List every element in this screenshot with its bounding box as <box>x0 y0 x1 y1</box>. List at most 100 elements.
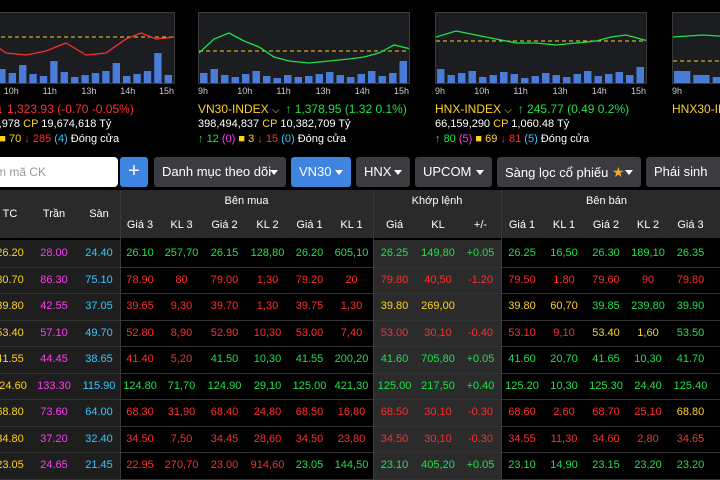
column-header[interactable]: Giá 3 <box>126 219 154 231</box>
column-header[interactable]: KL 1 <box>552 219 576 231</box>
row-divider <box>0 266 720 268</box>
square-icon: ■ <box>0 133 6 145</box>
table-cell: 26.35 <box>676 247 705 259</box>
column-header[interactable]: KL 2 <box>256 219 279 231</box>
table-row[interactable]: 53.40 57.10 49.70 52.80 8,90 52.90 10,30 53.00 7… <box>0 320 720 347</box>
floor-count: (4) <box>54 133 68 145</box>
stock-filter-label: Sàng lọc cổ phiếu <box>505 165 609 180</box>
volume-bar <box>615 72 623 83</box>
table-row[interactable]: 34.80 37.20 32.40 34.50 7,50 34.45 28,60 34.50 2… <box>0 426 720 453</box>
index-panel-vnindex[interactable]: 9h10h11h13h14h15hEX ⌵ ↓ 1,323.93 (-0.70 … <box>0 0 175 150</box>
tab-upcom-label: UPCOM <box>423 164 472 179</box>
volume-bar <box>531 76 539 83</box>
volume-bar <box>563 77 571 83</box>
arrow-down-icon: ↓ <box>257 133 263 145</box>
add-stock-button[interactable]: + <box>120 157 148 187</box>
table-row[interactable]: 80.70 86.30 75.10 78.90 80 79.00 1,30 79.20 20 79… <box>0 267 720 294</box>
volume-bar <box>636 67 644 83</box>
chevron-down-icon: ⌵ <box>504 105 512 116</box>
ceiling-count: (0) <box>221 133 236 145</box>
arrow-down-icon: ↓ <box>0 102 4 116</box>
volume-bar <box>8 73 16 83</box>
volume-bar <box>0 69 6 83</box>
table-cell: 16,50 <box>550 247 578 259</box>
index-panel-hnx30-in[interactable]: 9h HNX30-IN <box>672 0 720 150</box>
volume-bar <box>674 71 691 83</box>
table-cell: 86.30 <box>40 273 68 286</box>
table-cell: 80.70 <box>0 273 24 286</box>
volume-bar <box>123 76 131 83</box>
tab-upcom[interactable]: UPCOM <box>415 157 492 187</box>
table-cell: 7,40 <box>340 326 363 339</box>
chevron-down-icon: ⌵ <box>272 105 280 116</box>
volume-bar <box>521 78 529 83</box>
column-header[interactable]: TC <box>2 208 18 220</box>
stock-filter-button[interactable]: Sàng lọc cổ phiếu ★ <box>497 157 641 187</box>
table-row[interactable]: 41.55 44.45 38.65 41.40 5,20 41.50 10,30 41.55 2… <box>0 346 720 373</box>
index-value: 245.77 <box>527 102 564 116</box>
price-line <box>199 32 409 64</box>
table-row[interactable]: 68.80 73.60 64.00 68.30 31,90 68.40 24,80 68.50… <box>0 399 720 426</box>
time-axis-label: 11h <box>513 86 528 96</box>
table-cell: 30,10 <box>424 406 452 418</box>
table-cell: 23.20 <box>676 459 705 471</box>
column-header[interactable]: Giá <box>385 219 404 231</box>
column-header[interactable]: KL 2 <box>636 219 660 231</box>
table-row[interactable]: 26.20 28.00 24.40 26.10 257,70 26.15 128,80 26.… <box>0 240 720 267</box>
column-header[interactable]: Sàn <box>89 208 109 220</box>
table-cell: 24,40 <box>634 379 662 392</box>
column-header[interactable]: +/- <box>473 219 488 231</box>
table-cell: 41.55 <box>295 353 324 365</box>
table-cell: 64.00 <box>85 406 113 418</box>
table-cell: 149,80 <box>421 247 455 259</box>
table-cell: 42.55 <box>40 300 68 312</box>
price-line <box>0 32 174 56</box>
tab-derivative[interactable]: Phái sinh <box>646 157 720 187</box>
table-cell: 90 <box>641 273 655 286</box>
table-cell: 68.80 <box>0 406 24 418</box>
column-header[interactable]: Giá 2 <box>592 219 620 231</box>
caret-down-icon <box>335 170 343 175</box>
volume-bar <box>479 77 487 83</box>
volume-bar <box>221 75 229 83</box>
column-header[interactable]: KL 3 <box>170 219 193 231</box>
time-axis-label: 14h <box>591 86 607 96</box>
table-cell: 34.60 <box>592 432 620 445</box>
column-header[interactable]: KL <box>431 219 445 231</box>
table-cell: 41.70 <box>676 353 705 365</box>
volume-bar <box>210 69 218 83</box>
table-cell: 421,30 <box>334 379 369 392</box>
table-cell: 25,10 <box>634 406 662 418</box>
table-cell: 125.40 <box>673 379 708 392</box>
ceiling-count: (5) <box>458 133 473 145</box>
tab-vn30[interactable]: VN30 <box>291 157 351 187</box>
tab-hnx[interactable]: HNX <box>356 157 410 187</box>
table-row[interactable]: 23.05 24.65 21.45 22.95 270,70 23.00 914,60 23.… <box>0 452 720 479</box>
table-cell: 23.10 <box>508 459 536 471</box>
table-row[interactable]: 39.80 42.55 37.05 39.65 9,30 39.70 1,30 39.75 1,… <box>0 293 720 320</box>
column-header[interactable]: KL 1 <box>340 219 363 231</box>
table-row[interactable]: 124.60 133.30 115.90 124.80 71,70 124.90 29,10… <box>0 373 720 400</box>
turnover-unit: Tỷ <box>556 118 570 130</box>
volume-bar <box>164 75 172 83</box>
table-cell: 39.75 <box>295 300 324 312</box>
index-summary: HNX30-IN <box>672 102 720 116</box>
table-cell: 52.90 <box>210 326 239 339</box>
index-panel-hnx-index[interactable]: 9h 10h 11h 13h 14h 15h HNX-INDEX ⌵ ↑ 245.77 (0… <box>435 0 647 150</box>
column-header[interactable]: Giá 2 <box>211 219 238 231</box>
cp-label: CP <box>23 118 39 130</box>
watchlist-dropdown[interactable]: Danh mục theo dõi <box>154 157 286 187</box>
stock-search-input[interactable]: m mã CK <box>0 157 118 187</box>
table-cell: 78.90 <box>126 273 154 286</box>
index-volume-row: 18,932,978 CP 19,674,618 Tỷ <box>0 118 111 130</box>
table-cell: 60,70 <box>550 300 578 312</box>
column-header[interactable]: Trần <box>42 208 66 220</box>
column-header[interactable]: Giá 3 <box>677 219 704 231</box>
watchlist-label: Danh mục theo dõi <box>162 164 272 179</box>
price-line <box>436 30 646 46</box>
table-cell: 23.05 <box>295 459 324 471</box>
index-panel-vn30-index[interactable]: 9h 10h 11h 13h 14h 15h VN30-INDEX ⌵ ↑ 1,378.95… <box>198 0 410 150</box>
floor-count: (5) <box>524 133 538 145</box>
column-header[interactable]: Giá 1 <box>296 219 323 231</box>
column-header[interactable]: Giá 1 <box>508 219 536 231</box>
